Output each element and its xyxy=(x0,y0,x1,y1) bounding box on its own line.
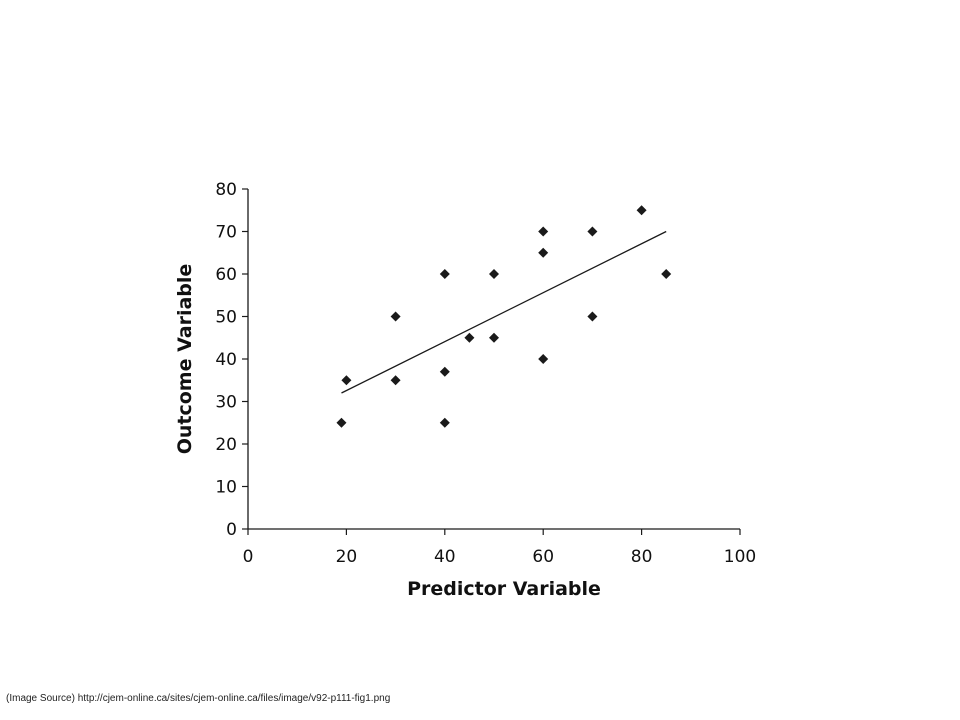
axes xyxy=(247,189,740,530)
trendline-layer xyxy=(341,230,667,394)
data-point-diamond xyxy=(587,311,598,322)
data-points xyxy=(336,205,672,428)
data-point-diamond xyxy=(464,332,475,343)
trendline xyxy=(341,230,667,394)
image-source-note: (Image Source) http://cjem-online.ca/sit… xyxy=(6,693,391,704)
y-tick-label: 0 xyxy=(226,520,237,540)
x-tick-label: 100 xyxy=(724,547,756,567)
data-point-diamond xyxy=(439,417,450,428)
data-point-diamond xyxy=(336,417,347,428)
y-tick-label: 50 xyxy=(215,308,237,328)
data-point-diamond xyxy=(489,332,499,343)
data-point-diamond xyxy=(439,366,450,377)
data-point-diamond xyxy=(538,247,549,258)
data-point-diamond xyxy=(390,375,401,386)
y-tick-label: 10 xyxy=(215,478,237,498)
y-tick-label: 20 xyxy=(215,435,237,455)
data-point-diamond xyxy=(538,226,549,237)
y-tick-label: 40 xyxy=(215,350,237,370)
data-point-diamond xyxy=(636,205,647,216)
data-point-diamond xyxy=(489,269,499,279)
data-point-diamond xyxy=(439,269,450,279)
y-tick-label: 60 xyxy=(215,265,237,285)
data-point-diamond xyxy=(538,354,549,364)
data-point-diamond xyxy=(587,226,598,237)
y-tick-label: 70 xyxy=(215,223,237,243)
x-tick-label: 40 xyxy=(434,547,456,567)
y-tick-label: 80 xyxy=(215,180,237,200)
data-point-diamond xyxy=(390,311,401,322)
x-tick-label: 60 xyxy=(532,547,554,567)
y-tick-label: 30 xyxy=(215,393,237,413)
x-tick-label: 20 xyxy=(336,547,358,567)
x-tick-label: 80 xyxy=(631,547,653,567)
x-tick-label: 0 xyxy=(243,547,254,567)
data-point-diamond xyxy=(661,269,672,279)
y-axis-title: Outcome Variable xyxy=(174,264,196,455)
ticks: 0 10 20 30 40 50 60 70 80 0 20 40 60 80 100 xyxy=(215,180,756,567)
x-axis-title: Predictor Variable xyxy=(407,578,601,600)
data-point-diamond xyxy=(341,375,352,386)
